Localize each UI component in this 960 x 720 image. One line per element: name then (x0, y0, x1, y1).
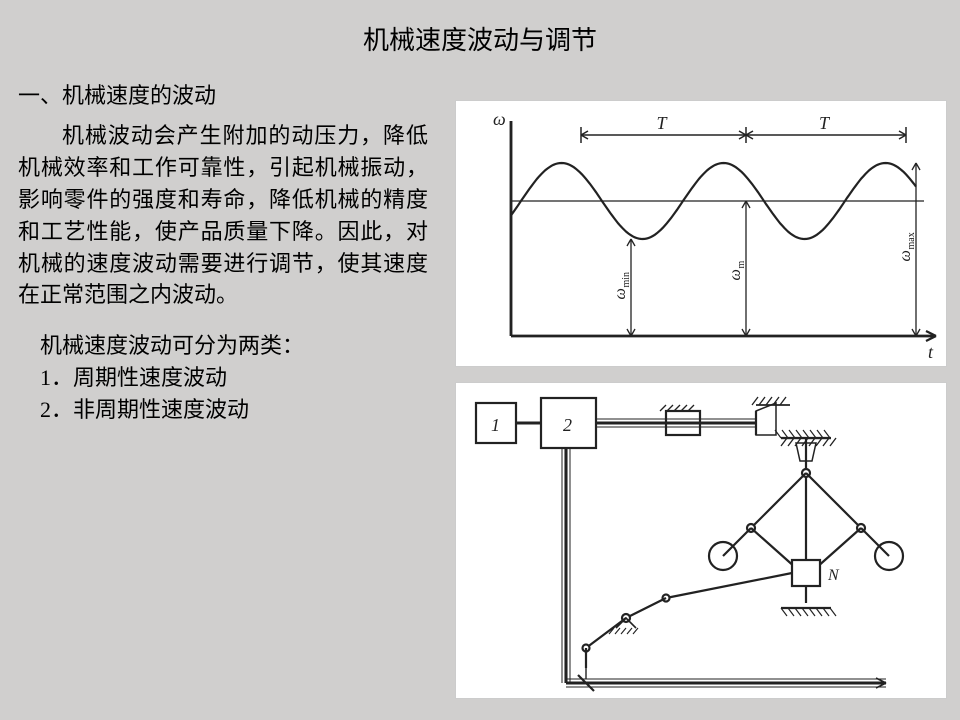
list-item-2: 2．非周期性速度波动 (40, 392, 249, 424)
svg-text:min: min (621, 272, 632, 288)
figure-speed-wave: ωtTTωminωmωmax (455, 100, 947, 367)
svg-text:1: 1 (491, 415, 500, 435)
svg-text:T: T (657, 113, 669, 133)
section-heading: 一、机械速度的波动 (18, 78, 216, 110)
list-intro: 机械速度波动可分为两类： (40, 328, 304, 360)
list-item-1: 1．周期性速度波动 (40, 360, 227, 392)
svg-text:m: m (736, 261, 747, 269)
svg-text:ω: ω (897, 250, 914, 261)
svg-text:2: 2 (563, 415, 572, 435)
svg-text:N: N (827, 567, 840, 584)
body-paragraph: 机械波动会产生附加的动压力，降低机械效率和工作可靠性，引起机械振动，影响零件的强… (18, 120, 428, 311)
svg-text:T: T (819, 113, 831, 133)
svg-text:ω: ω (612, 288, 629, 299)
svg-text:t: t (928, 342, 934, 362)
svg-text:ω: ω (493, 109, 506, 129)
page-title: 机械速度波动与调节 (0, 20, 960, 57)
svg-text:max: max (906, 232, 917, 249)
figure-governor-mechanism: 1 2 N (455, 382, 947, 699)
svg-text:ω: ω (727, 269, 744, 280)
